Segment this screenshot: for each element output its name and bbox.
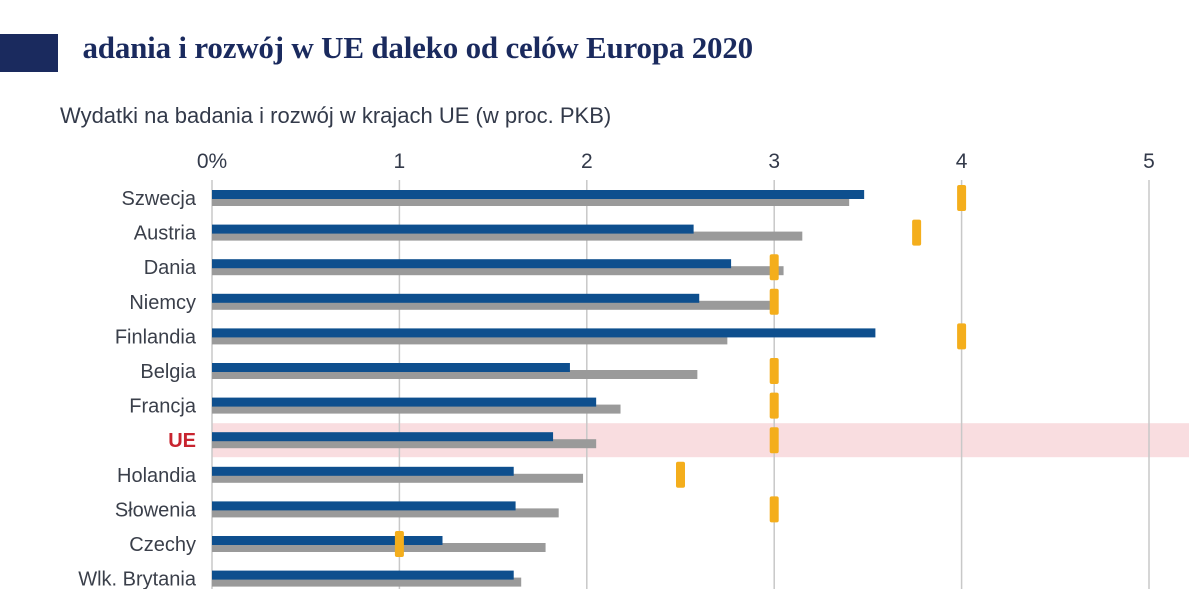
bar-series-1: [212, 397, 597, 407]
x-tick-label: 4: [956, 150, 968, 173]
x-tick-label: 5: [1143, 150, 1155, 173]
target-marker: [769, 254, 779, 281]
bar-series-1: [212, 224, 694, 234]
target-marker: [676, 461, 685, 488]
category-label: Finlandia: [115, 326, 197, 348]
x-tick-label: 1: [394, 150, 406, 173]
title-accent-bar: [0, 34, 58, 72]
bar-series-1: [212, 570, 514, 580]
bar-series-2: [212, 508, 559, 518]
category-label: Czechy: [129, 534, 196, 556]
target-marker: [769, 288, 779, 315]
bar-series-1: [212, 466, 514, 476]
bar-series-1: [212, 259, 732, 269]
bar-series-1: [212, 293, 700, 303]
category-label: Belgia: [140, 361, 196, 383]
bar-series-1: [212, 190, 865, 199]
bar-series-2: [212, 370, 698, 379]
bar-series-2: [212, 300, 771, 310]
bar-series-2: [212, 404, 621, 414]
x-tick-label: 0%: [197, 150, 227, 173]
target-marker: [769, 427, 779, 454]
title-text: adania i rozwój w UE daleko od celów Eur…: [82, 30, 753, 65]
chart-title: Badania i rozwój w UE daleko od celów Eu…: [62, 30, 753, 66]
target-marker: [769, 496, 779, 523]
category-label: Wlk. Brytania: [78, 569, 197, 589]
category-label: UE: [168, 430, 196, 452]
bar-series-2: [212, 439, 597, 449]
bar-series-2: [212, 473, 584, 483]
title-first-letter: B: [62, 30, 83, 65]
category-label: Niemcy: [129, 292, 196, 314]
category-label: Szwecja: [122, 188, 197, 210]
bar-series-2: [212, 543, 546, 552]
bar-series-2: [212, 266, 784, 276]
bar-series-1: [212, 536, 443, 545]
bar-series-1: [212, 432, 554, 442]
bar-series-1: [212, 501, 516, 511]
bar-series-2: [212, 197, 850, 206]
bar-series-1: [212, 328, 876, 338]
target-marker: [957, 323, 967, 350]
x-tick-label: 3: [768, 150, 780, 173]
x-tick-label: 2: [581, 150, 593, 173]
target-marker: [769, 358, 779, 384]
category-label: Francja: [129, 396, 197, 418]
category-label: Słowenia: [115, 499, 197, 521]
category-label: Austria: [134, 223, 197, 245]
bar-series-2: [212, 577, 522, 587]
target-marker: [912, 219, 922, 246]
category-label: Holandia: [117, 465, 197, 487]
chart-subtitle: Wydatki na badania i rozwój w krajach UE…: [60, 103, 612, 128]
bar-series-1: [212, 363, 570, 372]
target-marker: [769, 392, 779, 419]
bar-series-2: [212, 231, 803, 241]
category-label: Dania: [144, 257, 197, 279]
target-marker: [394, 531, 404, 557]
bar-series-2: [212, 335, 728, 345]
target-marker: [957, 185, 967, 211]
